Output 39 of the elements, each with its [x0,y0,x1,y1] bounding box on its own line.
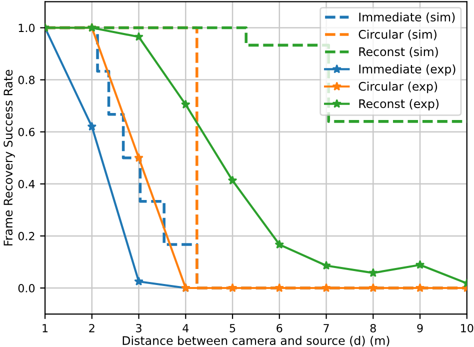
y-tick-label: 0.2 [18,232,34,240]
x-tick-label: 2 [89,324,94,332]
point [180,100,190,109]
legend-label: Reconst (exp) [359,99,439,110]
legend-label: Immediate (sim) [359,12,455,23]
y-tick-label: 0.4 [18,180,35,188]
point [368,268,378,277]
x-tick-label: 9 [417,324,423,332]
legend-label: Circular (sim) [358,30,436,40]
point [415,260,425,269]
point [322,283,331,292]
x-tick-label: 7 [324,324,329,332]
point [228,176,238,185]
legend-label: Reconst (sim) [359,47,438,58]
legend-label: Immediate (exp) [359,64,456,76]
x-tick-label: 10 [461,324,474,332]
legend-label: Circular (exp) [358,82,438,94]
y-tick-label: 0.8 [18,76,35,84]
y-tick-label: 0.0 [18,284,35,292]
point [134,276,144,286]
x-tick-label: 6 [276,324,282,332]
point [274,283,284,292]
y-axis-title: Frame Recovery Success Rate [4,70,15,246]
x-axis-title: Distance between camera and source (d) (m) [122,336,390,346]
point [87,122,97,131]
point [134,153,144,162]
point [228,283,238,292]
x-tick-label: 1 [42,324,48,332]
x-tick-label: 5 [230,324,236,332]
y-tick-label: 1.0 [18,24,35,32]
point [415,283,425,292]
x-tick-label: 3 [136,324,142,332]
point [322,260,331,270]
point [134,32,144,41]
x-tick-label: 4 [182,324,189,332]
x-tick-label: 8 [370,324,376,332]
point [274,240,284,249]
point [368,283,378,292]
y-tick-label: 0.6 [18,128,35,136]
